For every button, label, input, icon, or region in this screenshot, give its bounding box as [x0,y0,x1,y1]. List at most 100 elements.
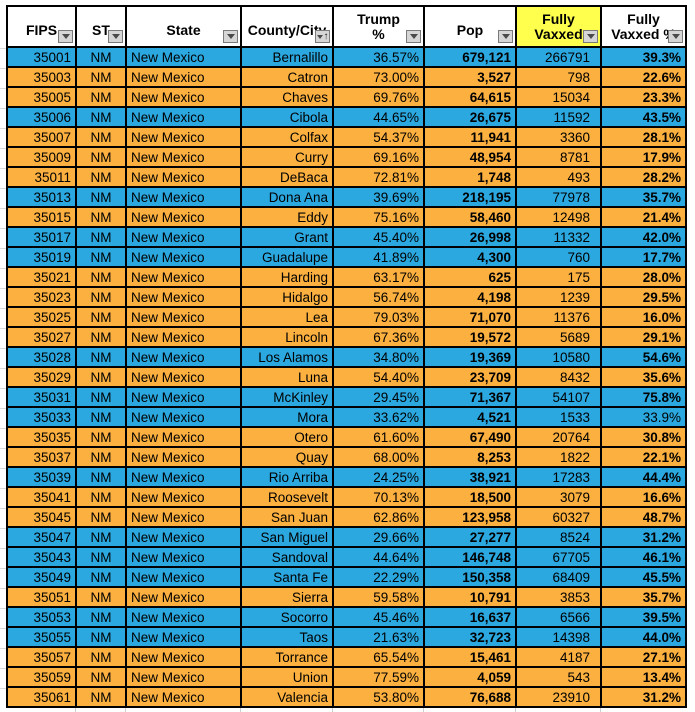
county-cell[interactable]: DeBaca [240,166,334,188]
trump-pct-cell[interactable]: 75.16% [332,206,425,228]
filter-dropdown-button[interactable] [58,30,73,43]
fips-cell[interactable]: 35039 [6,466,77,488]
county-cell[interactable]: Rio Arriba [240,466,334,488]
fully-vaxxed-cell[interactable]: 493 [515,166,602,188]
state-cell[interactable]: New Mexico [125,86,242,108]
state-cell[interactable]: New Mexico [125,526,242,548]
fully-vaxxed-cell[interactable]: 3853 [515,586,602,608]
county-cell[interactable]: Lea [240,306,334,328]
fully-vaxxed-pct-cell[interactable]: 42.0% [600,226,687,248]
trump-pct-cell[interactable]: 21.63% [332,626,425,648]
county-cell[interactable]: Valencia [240,686,334,708]
fips-cell[interactable]: 35028 [6,346,77,368]
fully-vaxxed-pct-cell[interactable]: 27.1% [600,646,687,668]
pop-cell[interactable]: 26,675 [423,106,517,128]
fully-vaxxed-pct-cell[interactable]: 48.7% [600,506,687,528]
st-cell[interactable]: NM [75,106,127,128]
trump-pct-cell[interactable]: 62.86% [332,506,425,528]
fully-vaxxed-pct-cell[interactable]: 31.2% [600,526,687,548]
trump-pct-cell[interactable]: 69.16% [332,146,425,168]
trump-pct-cell[interactable]: 56.74% [332,286,425,308]
pop-cell[interactable]: 71,367 [423,386,517,408]
trump-pct-cell[interactable]: 34.80% [332,346,425,368]
fully-vaxxed-cell[interactable]: 760 [515,246,602,268]
st-cell[interactable]: NM [75,326,127,348]
trump-pct-cell[interactable]: 29.66% [332,526,425,548]
trump-pct-cell[interactable]: 77.59% [332,666,425,688]
state-cell[interactable]: New Mexico [125,286,242,308]
fips-cell[interactable]: 35051 [6,586,77,608]
trump-pct-cell[interactable]: 54.37% [332,126,425,148]
county-cell[interactable]: Torrance [240,646,334,668]
pop-cell[interactable]: 19,369 [423,346,517,368]
fully-vaxxed-cell[interactable]: 68409 [515,566,602,588]
fips-cell[interactable]: 35047 [6,526,77,548]
state-cell[interactable]: New Mexico [125,686,242,708]
st-cell[interactable]: NM [75,386,127,408]
pop-cell[interactable]: 1,748 [423,166,517,188]
trump-pct-cell[interactable]: 39.69% [332,186,425,208]
fully-vaxxed-pct-cell[interactable]: 46.1% [600,546,687,568]
state-cell[interactable]: New Mexico [125,446,242,468]
st-cell[interactable]: NM [75,606,127,628]
fully-vaxxed-pct-cell[interactable]: 16.6% [600,486,687,508]
pop-cell[interactable]: 625 [423,266,517,288]
county-cell[interactable]: Luna [240,366,334,388]
state-cell[interactable]: New Mexico [125,606,242,628]
fully-vaxxed-cell[interactable]: 15034 [515,86,602,108]
county-cell[interactable]: Roosevelt [240,486,334,508]
state-cell[interactable]: New Mexico [125,386,242,408]
state-cell[interactable]: New Mexico [125,426,242,448]
st-cell[interactable]: NM [75,506,127,528]
pop-cell[interactable]: 18,500 [423,486,517,508]
st-cell[interactable]: NM [75,366,127,388]
pop-cell[interactable]: 48,954 [423,146,517,168]
pop-cell[interactable]: 11,941 [423,126,517,148]
st-cell[interactable]: NM [75,586,127,608]
fips-cell[interactable]: 35009 [6,146,77,168]
fips-cell[interactable]: 35001 [6,46,77,68]
state-cell[interactable]: New Mexico [125,186,242,208]
fips-cell[interactable]: 35053 [6,606,77,628]
pop-cell[interactable]: 146,748 [423,546,517,568]
county-cell[interactable]: McKinley [240,386,334,408]
st-cell[interactable]: NM [75,186,127,208]
fips-cell[interactable]: 35021 [6,266,77,288]
fully-vaxxed-cell[interactable]: 6566 [515,606,602,628]
state-cell[interactable]: New Mexico [125,566,242,588]
fully-vaxxed-cell[interactable]: 77978 [515,186,602,208]
st-cell[interactable]: NM [75,166,127,188]
fully-vaxxed-pct-cell[interactable]: 28.2% [600,166,687,188]
fips-cell[interactable]: 35035 [6,426,77,448]
pop-cell[interactable]: 23,709 [423,366,517,388]
fips-cell[interactable]: 35037 [6,446,77,468]
fully-vaxxed-cell[interactable]: 8781 [515,146,602,168]
pop-cell[interactable]: 679,121 [423,46,517,68]
fips-cell[interactable]: 35061 [6,686,77,708]
st-cell[interactable]: NM [75,346,127,368]
trump-pct-cell[interactable]: 41.89% [332,246,425,268]
sort-filter-button[interactable]: ↑ [315,30,330,43]
trump-pct-cell[interactable]: 22.29% [332,566,425,588]
filter-dropdown-button[interactable] [223,30,238,43]
pop-cell[interactable]: 38,921 [423,466,517,488]
county-cell[interactable]: Hidalgo [240,286,334,308]
state-cell[interactable]: New Mexico [125,486,242,508]
state-cell[interactable]: New Mexico [125,646,242,668]
trump-pct-cell[interactable]: 53.80% [332,686,425,708]
county-cell[interactable]: Harding [240,266,334,288]
trump-pct-cell[interactable]: 44.65% [332,106,425,128]
trump-pct-cell[interactable]: 65.54% [332,646,425,668]
county-cell[interactable]: Sierra [240,586,334,608]
fully-vaxxed-cell[interactable]: 175 [515,266,602,288]
fully-vaxxed-pct-cell[interactable]: 30.8% [600,426,687,448]
pop-cell[interactable]: 64,615 [423,86,517,108]
pop-cell[interactable]: 32,723 [423,626,517,648]
fips-cell[interactable]: 35059 [6,666,77,688]
state-cell[interactable]: New Mexico [125,46,242,68]
state-cell[interactable]: New Mexico [125,126,242,148]
fully-vaxxed-pct-cell[interactable]: 29.5% [600,286,687,308]
trump-pct-cell[interactable]: 45.46% [332,606,425,628]
county-cell[interactable]: Mora [240,406,334,428]
county-cell[interactable]: San Juan [240,506,334,528]
